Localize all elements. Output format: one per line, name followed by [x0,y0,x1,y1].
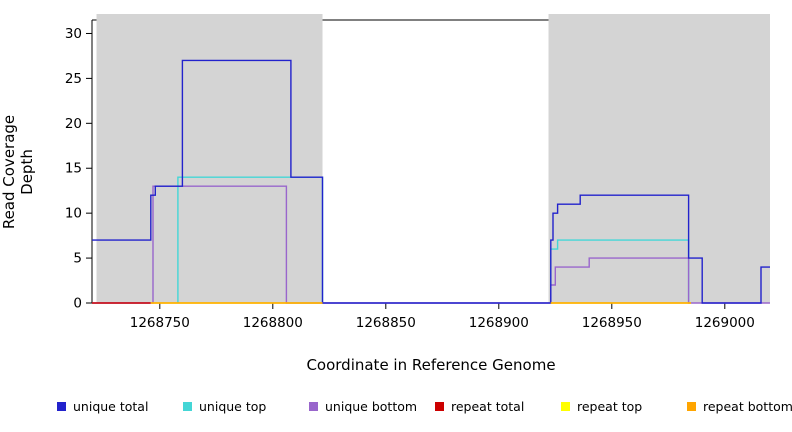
y-tick-label: 20 [65,116,82,132]
legend: unique total unique top unique bottom re… [57,399,792,414]
legend-swatch-repeat-bottom [687,402,696,411]
x-tick-label: 1268800 [243,315,303,331]
y-tick-label: 15 [65,161,82,177]
x-tick-label: 1268900 [469,315,529,331]
legend-item-unique-total: unique total [57,399,183,414]
legend-item-repeat-total: repeat total [435,399,561,414]
x-axis-title: Coordinate in Reference Genome [306,356,556,374]
x-tick-label: 1268850 [356,315,416,331]
y-axis-title: Read Coverage Depth [0,114,36,230]
repeat-region-shading [96,14,323,303]
legend-label: repeat total [451,399,525,414]
y-tick-label: 30 [65,26,82,42]
legend-item-repeat-top: repeat top [561,399,687,414]
y-tick-label: 10 [65,206,82,222]
y-tick-label: 5 [73,251,82,267]
legend-item-unique-bottom: unique bottom [309,399,435,414]
legend-label: unique total [73,399,149,414]
legend-swatch-repeat-top [561,402,570,411]
legend-label: repeat top [577,399,643,414]
legend-item-unique-top: unique top [183,399,309,414]
legend-label: unique bottom [325,399,418,414]
legend-swatch-unique-bottom [309,402,318,411]
y-tick-label: 25 [65,71,82,87]
legend-swatch-unique-total [57,402,66,411]
x-tick-label: 1269000 [695,315,755,331]
y-tick-label: 0 [73,296,82,312]
legend-swatch-repeat-total [435,402,444,411]
x-tick-label: 1268750 [130,315,190,331]
legend-item-repeat-bottom: repeat bottom [687,399,792,414]
legend-swatch-unique-top [183,402,192,411]
repeat-region-shading [548,14,770,303]
legend-label: repeat bottom [703,399,792,414]
series-unique-total [92,59,770,304]
legend-label: unique top [199,399,267,414]
x-tick-label: 1268950 [582,315,642,331]
